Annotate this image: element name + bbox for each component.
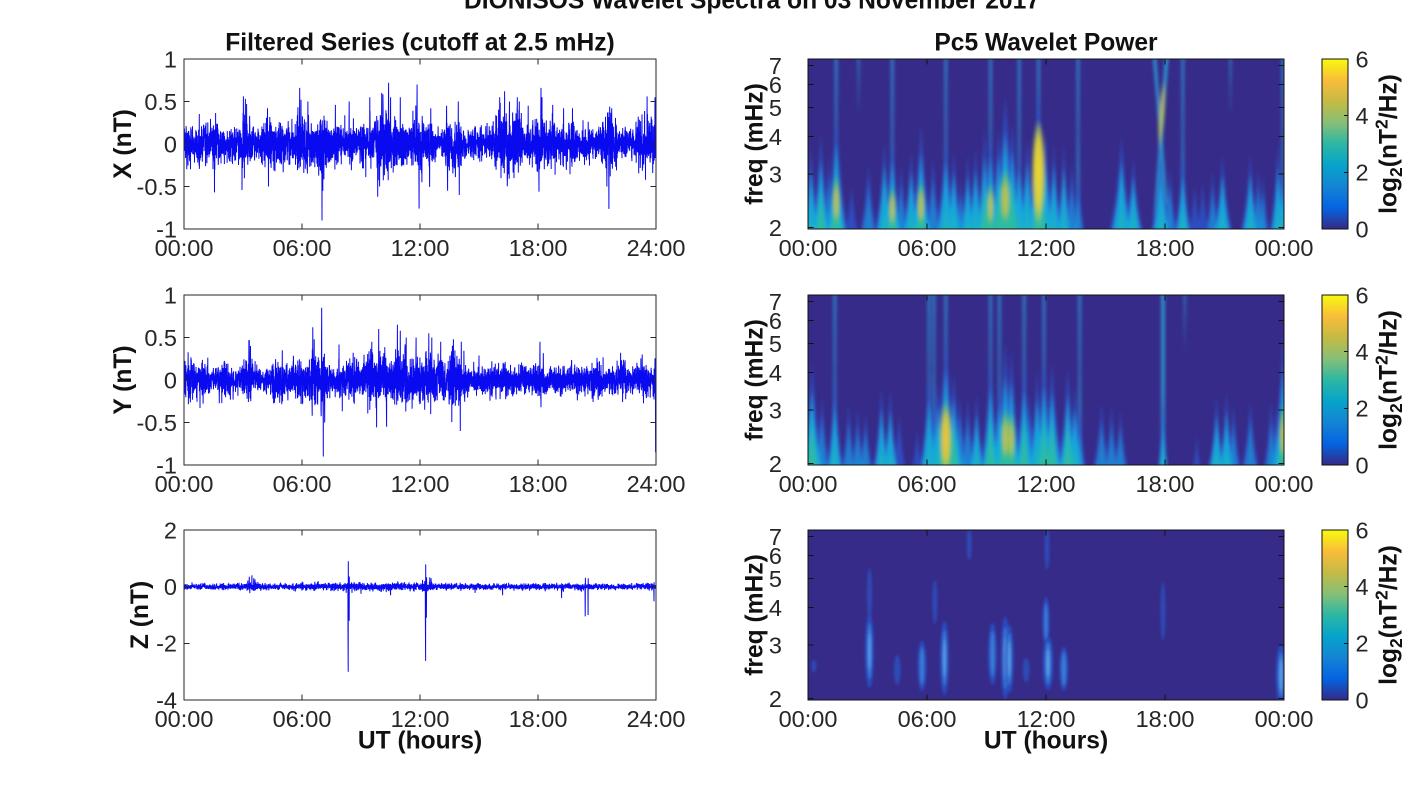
svg-text:Filtered Series (cutoff at 2.5: Filtered Series (cutoff at 2.5 mHz)	[225, 30, 615, 57]
svg-text:06:00: 06:00	[898, 471, 957, 497]
svg-text:00:00: 00:00	[155, 706, 214, 732]
svg-text:12:00: 12:00	[1017, 706, 1076, 732]
svg-text:24:00: 24:00	[627, 471, 686, 497]
svg-text:freq (mHz): freq (mHz)	[742, 319, 769, 441]
svg-text:-2: -2	[156, 631, 177, 657]
svg-text:4: 4	[1356, 339, 1369, 365]
svg-text:18:00: 18:00	[1136, 706, 1195, 732]
svg-text:2: 2	[1356, 631, 1369, 657]
svg-text:4: 4	[769, 124, 782, 150]
svg-text:-1: -1	[156, 452, 177, 478]
svg-text:00:00: 00:00	[155, 471, 214, 497]
svg-text:2: 2	[164, 517, 177, 543]
svg-text:7: 7	[769, 289, 782, 315]
svg-text:00:00: 00:00	[779, 471, 838, 497]
svg-text:12:00: 12:00	[391, 471, 450, 497]
svg-text:4: 4	[1356, 103, 1369, 129]
svg-text:7: 7	[769, 524, 782, 550]
svg-text:0: 0	[164, 131, 177, 157]
svg-text:0.5: 0.5	[144, 89, 177, 115]
svg-text:00:00: 00:00	[779, 706, 838, 732]
svg-text:-0.5: -0.5	[137, 410, 178, 436]
svg-text:DIONISOS Wavelet Spectra on 03: DIONISOS Wavelet Spectra on 03 November …	[464, 0, 1040, 15]
svg-text:2: 2	[769, 215, 782, 241]
svg-text:X (nT): X (nT)	[110, 109, 137, 179]
svg-text:2: 2	[1356, 396, 1369, 422]
svg-text:3: 3	[769, 397, 782, 423]
svg-text:6: 6	[1356, 46, 1369, 72]
svg-text:00:00: 00:00	[779, 235, 838, 261]
svg-text:18:00: 18:00	[1136, 235, 1195, 261]
svg-text:06:00: 06:00	[898, 706, 957, 732]
svg-text:12:00: 12:00	[1017, 471, 1076, 497]
svg-text:6: 6	[1356, 282, 1369, 308]
svg-text:06:00: 06:00	[898, 235, 957, 261]
svg-text:18:00: 18:00	[509, 471, 568, 497]
svg-text:6: 6	[769, 308, 782, 334]
svg-text:00:00: 00:00	[155, 235, 214, 261]
svg-text:UT (hours): UT (hours)	[358, 728, 482, 755]
svg-text:0: 0	[1356, 687, 1369, 713]
svg-text:log2(nT2/Hz): log2(nT2/Hz)	[1372, 74, 1407, 214]
svg-text:Z (nT): Z (nT)	[127, 581, 154, 649]
svg-text:4: 4	[769, 595, 782, 621]
svg-text:6: 6	[1356, 517, 1369, 543]
svg-text:00:00: 00:00	[1255, 706, 1314, 732]
svg-text:18:00: 18:00	[509, 235, 568, 261]
svg-text:0: 0	[164, 574, 177, 600]
svg-text:06:00: 06:00	[273, 706, 332, 732]
svg-text:-0.5: -0.5	[137, 174, 178, 200]
svg-text:UT (hours): UT (hours)	[984, 728, 1108, 755]
svg-text:0: 0	[164, 367, 177, 393]
svg-text:06:00: 06:00	[273, 235, 332, 261]
svg-text:18:00: 18:00	[1136, 471, 1195, 497]
svg-text:7: 7	[769, 53, 782, 79]
svg-text:1: 1	[164, 46, 177, 72]
svg-text:5: 5	[769, 95, 782, 121]
svg-text:3: 3	[769, 632, 782, 658]
svg-text:0: 0	[1356, 452, 1369, 478]
svg-text:Pc5 Wavelet Power: Pc5 Wavelet Power	[934, 30, 1158, 57]
svg-text:12:00: 12:00	[391, 706, 450, 732]
svg-text:4: 4	[1356, 574, 1369, 600]
svg-text:6: 6	[769, 72, 782, 98]
svg-text:freq (mHz): freq (mHz)	[742, 83, 769, 205]
svg-text:1: 1	[164, 282, 177, 308]
svg-text:00:00: 00:00	[1255, 235, 1314, 261]
svg-text:Y (nT): Y (nT)	[110, 345, 137, 414]
svg-text:24:00: 24:00	[627, 706, 686, 732]
svg-text:06:00: 06:00	[273, 471, 332, 497]
svg-text:18:00: 18:00	[509, 706, 568, 732]
svg-text:log2(nT2/Hz): log2(nT2/Hz)	[1372, 545, 1407, 685]
svg-text:00:00: 00:00	[1255, 471, 1314, 497]
svg-text:24:00: 24:00	[627, 235, 686, 261]
svg-text:2: 2	[1356, 160, 1369, 186]
svg-text:12:00: 12:00	[391, 235, 450, 261]
svg-text:5: 5	[769, 566, 782, 592]
svg-text:2: 2	[769, 686, 782, 712]
svg-text:0: 0	[1356, 216, 1369, 242]
svg-text:3: 3	[769, 161, 782, 187]
svg-text:-1: -1	[156, 216, 177, 242]
svg-text:4: 4	[769, 360, 782, 386]
svg-text:2: 2	[769, 451, 782, 477]
svg-text:6: 6	[769, 543, 782, 569]
svg-text:log2(nT2/Hz): log2(nT2/Hz)	[1372, 310, 1407, 450]
svg-text:5: 5	[769, 331, 782, 357]
svg-text:12:00: 12:00	[1017, 235, 1076, 261]
svg-text:-4: -4	[156, 687, 177, 713]
svg-text:0.5: 0.5	[144, 325, 177, 351]
svg-text:freq (mHz): freq (mHz)	[742, 554, 769, 676]
